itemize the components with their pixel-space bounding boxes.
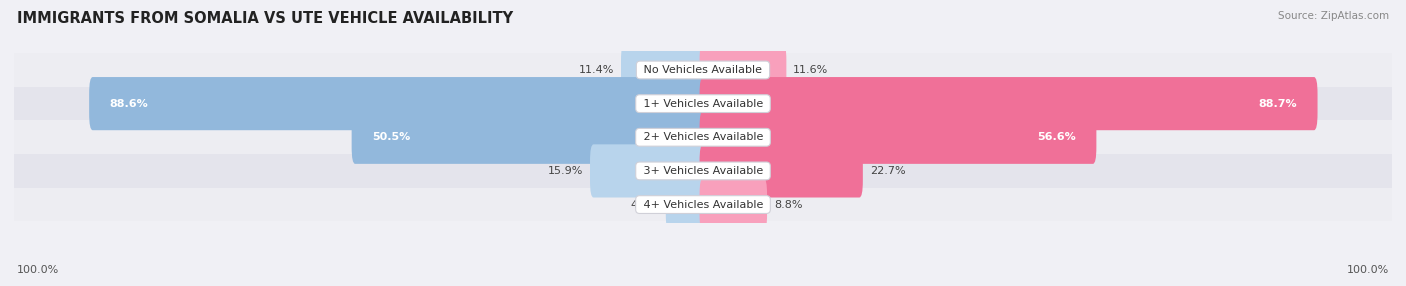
Text: 56.6%: 56.6% (1038, 132, 1076, 142)
Text: 2+ Vehicles Available: 2+ Vehicles Available (640, 132, 766, 142)
FancyBboxPatch shape (666, 178, 706, 231)
FancyBboxPatch shape (89, 77, 706, 130)
FancyBboxPatch shape (700, 111, 1097, 164)
Bar (14, 120, 1392, 154)
Text: 4+ Vehicles Available: 4+ Vehicles Available (640, 200, 766, 210)
Bar (14, 188, 1392, 221)
Text: 4.9%: 4.9% (630, 200, 659, 210)
Bar (14, 87, 1392, 120)
FancyBboxPatch shape (621, 43, 706, 97)
FancyBboxPatch shape (700, 144, 863, 198)
FancyBboxPatch shape (700, 178, 768, 231)
FancyBboxPatch shape (700, 77, 1317, 130)
FancyBboxPatch shape (352, 111, 706, 164)
Text: 88.7%: 88.7% (1258, 99, 1296, 109)
Text: 11.6%: 11.6% (793, 65, 828, 75)
Text: No Vehicles Available: No Vehicles Available (640, 65, 766, 75)
FancyBboxPatch shape (591, 144, 706, 198)
Bar (14, 154, 1392, 188)
FancyBboxPatch shape (700, 43, 786, 97)
Text: Source: ZipAtlas.com: Source: ZipAtlas.com (1278, 11, 1389, 21)
Text: 11.4%: 11.4% (579, 65, 614, 75)
Text: 1+ Vehicles Available: 1+ Vehicles Available (640, 99, 766, 109)
Text: 50.5%: 50.5% (373, 132, 411, 142)
Text: 100.0%: 100.0% (1347, 265, 1389, 275)
Text: 100.0%: 100.0% (17, 265, 59, 275)
Text: 3+ Vehicles Available: 3+ Vehicles Available (640, 166, 766, 176)
Text: IMMIGRANTS FROM SOMALIA VS UTE VEHICLE AVAILABILITY: IMMIGRANTS FROM SOMALIA VS UTE VEHICLE A… (17, 11, 513, 26)
Text: 22.7%: 22.7% (870, 166, 905, 176)
Text: 8.8%: 8.8% (773, 200, 803, 210)
Text: 15.9%: 15.9% (548, 166, 583, 176)
Text: 88.6%: 88.6% (110, 99, 149, 109)
Bar (14, 53, 1392, 87)
